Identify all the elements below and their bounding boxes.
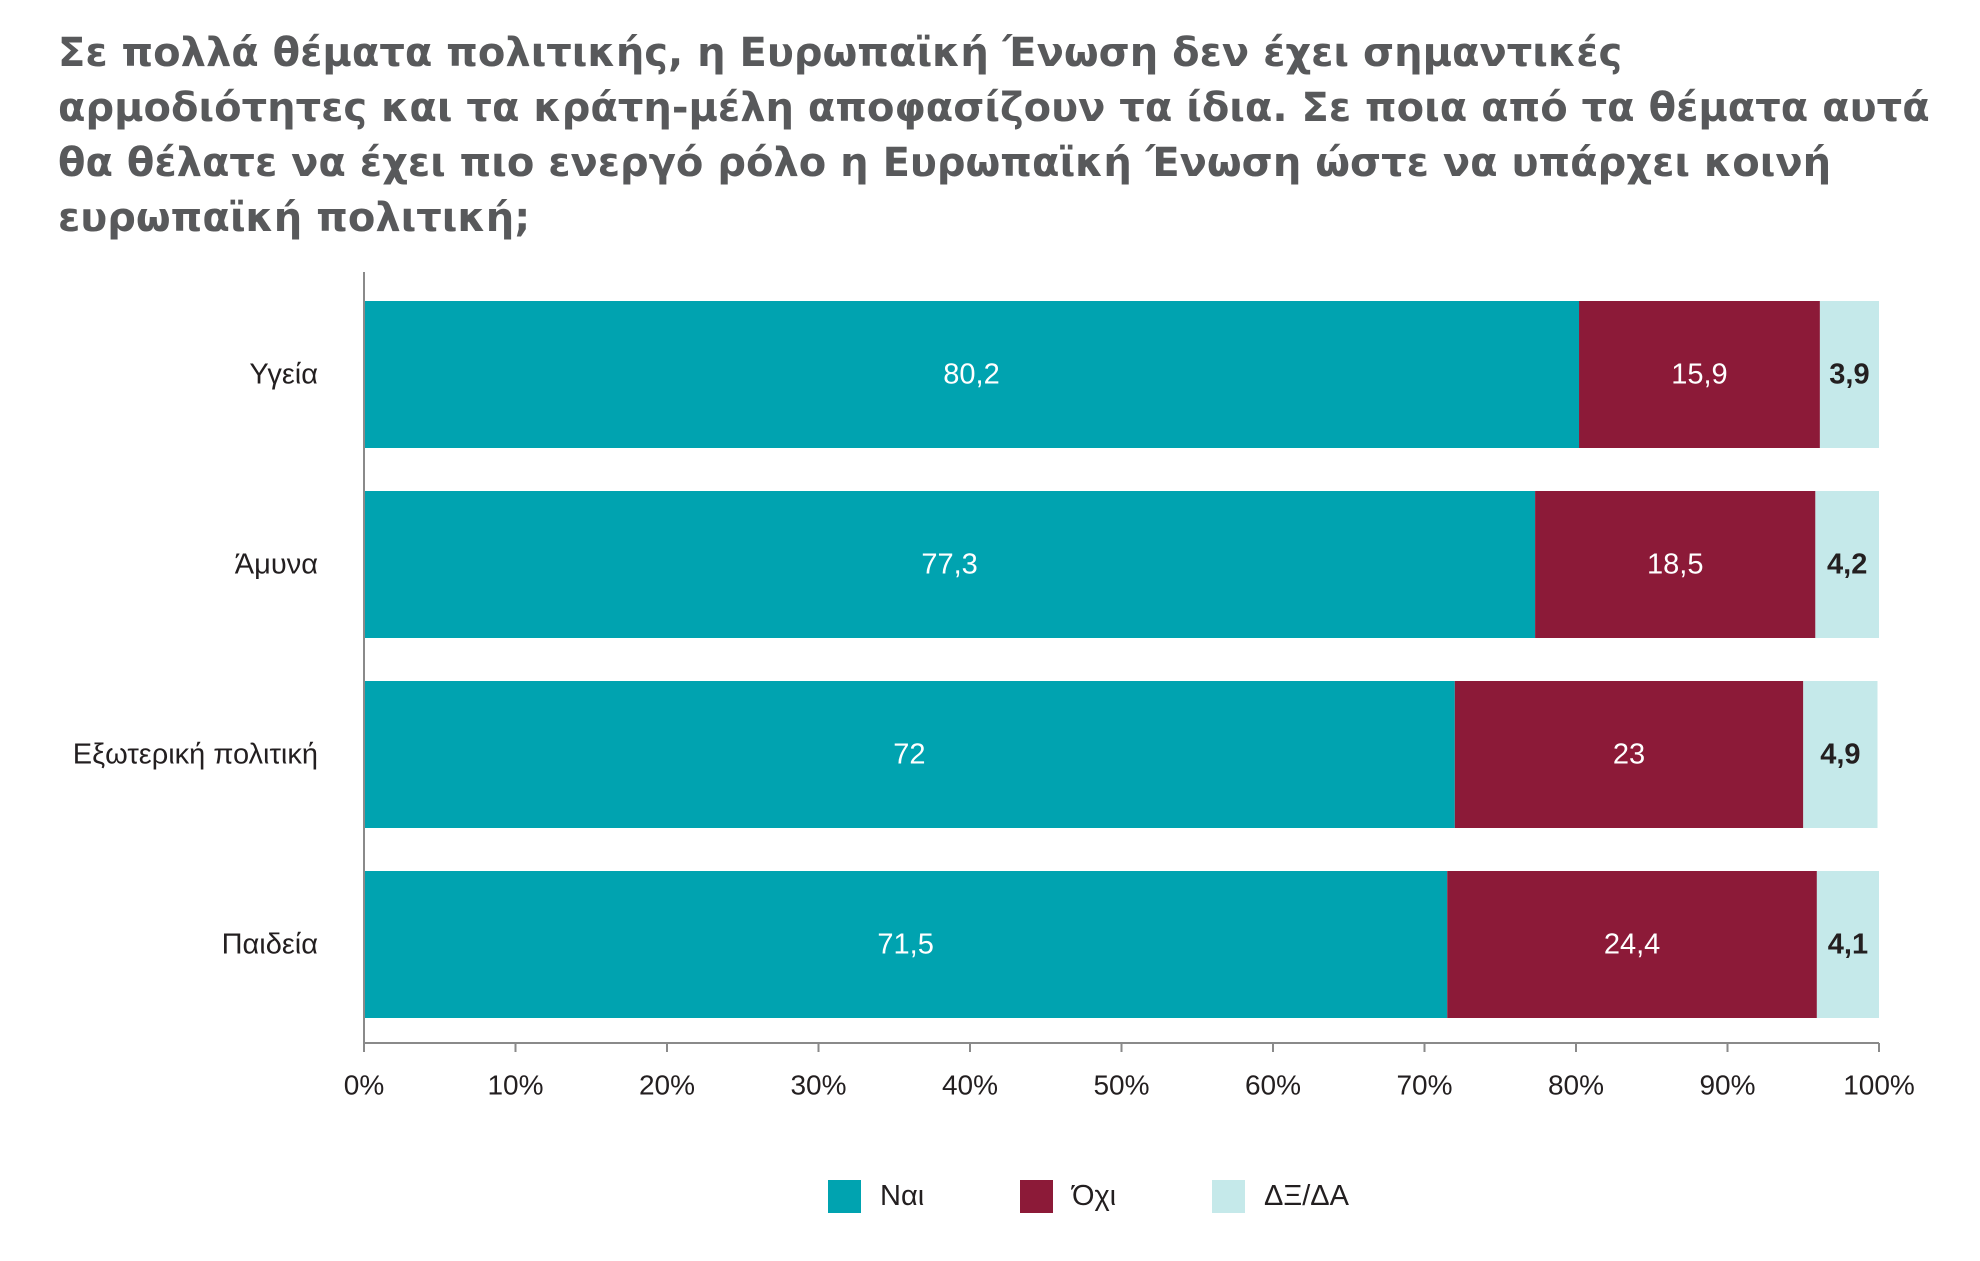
x-tick-label: 70% <box>1396 1070 1452 1101</box>
x-tick-label: 50% <box>1093 1070 1149 1101</box>
bar-segment <box>1447 871 1817 1018</box>
x-tick-label: 80% <box>1548 1070 1604 1101</box>
bar-segment <box>364 681 1455 828</box>
bar-segment <box>364 491 1536 638</box>
legend-label: ΔΞ/ΔΑ <box>1264 1180 1350 1212</box>
bar-segment <box>1803 681 1878 828</box>
bar-segment <box>1816 871 1879 1018</box>
data-label: 4,9 <box>1820 739 1860 771</box>
bar-segment <box>364 871 1448 1018</box>
legend-label: Ναι <box>880 1180 924 1212</box>
data-label: 72 <box>893 739 925 771</box>
data-label: 3,9 <box>1829 359 1869 391</box>
x-tick-label: 40% <box>942 1070 998 1101</box>
data-label: 80,2 <box>943 359 999 391</box>
data-label: 24,4 <box>1604 929 1660 961</box>
legend-swatch <box>1020 1180 1053 1213</box>
data-label: 23 <box>1613 739 1645 771</box>
category-label: Υγεία <box>249 359 318 391</box>
bar-segment <box>1579 301 1820 448</box>
bar-segment <box>1815 491 1879 638</box>
data-label: 71,5 <box>877 929 933 961</box>
chart-title: Σε πολλά θέματα πολιτικής, η Ευρωπαϊκή Έ… <box>58 30 1930 241</box>
bar-segment <box>1819 301 1879 448</box>
data-label: 4,1 <box>1828 929 1868 961</box>
data-label: 77,3 <box>921 549 977 581</box>
legend-swatch <box>1212 1180 1245 1213</box>
x-tick-label: 90% <box>1699 1070 1755 1101</box>
data-label: 4,2 <box>1827 549 1867 581</box>
bar-segment <box>1454 681 1804 828</box>
category-label: Άμυνα <box>235 549 318 581</box>
legend-label: Όχι <box>1071 1180 1116 1212</box>
x-tick-label: 10% <box>487 1070 543 1101</box>
x-tick-label: 100% <box>1843 1070 1915 1101</box>
category-label: Εξωτερική πολιτική <box>73 739 318 771</box>
bar-segment <box>1535 491 1816 638</box>
x-tick-label: 30% <box>790 1070 846 1101</box>
x-tick-label: 0% <box>344 1070 384 1101</box>
category-label: Παιδεία <box>222 929 318 961</box>
bar-segment <box>364 301 1580 448</box>
x-tick-label: 20% <box>639 1070 695 1101</box>
legend-swatch <box>828 1180 861 1213</box>
data-label: 18,5 <box>1647 549 1703 581</box>
x-tick-label: 60% <box>1245 1070 1301 1101</box>
data-label: 15,9 <box>1671 359 1727 391</box>
